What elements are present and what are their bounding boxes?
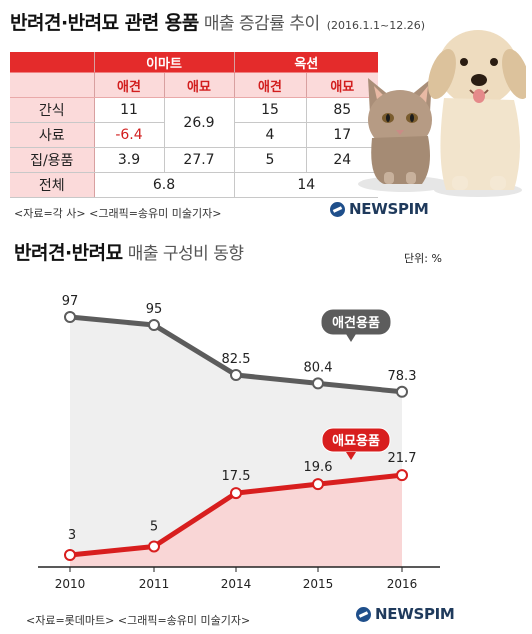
x-tick-label: 2014 [221,577,252,591]
data-point [312,478,324,491]
cell-total-auction: 14 [234,172,379,198]
data-point [230,487,242,500]
table-corner-cell [10,52,95,73]
newspim-logo-icon [330,201,345,217]
subheader-auction-dog: 애견 [234,72,307,98]
group-header-emart: 이마트 [94,52,235,73]
cell-emart-dog: -6.4 [94,122,165,148]
table-row: 사료 -6.4 4 17 [10,122,379,148]
cell-total-emart: 6.8 [94,172,235,198]
newspim-logo: NEWSPIM [330,200,429,218]
data-label: 95 [146,302,163,317]
table-corner-cell [10,72,95,98]
table-row-total: 전체 6.8 14 [10,172,379,198]
chart-title-bold: 반려견·반려묘 [14,242,123,264]
cell-emart-cat: 27.7 [164,147,235,173]
data-label: 80.4 [304,360,333,375]
data-label: 21.7 [388,451,417,466]
data-point [312,377,324,390]
legend-callout-pointer [346,334,356,342]
data-point [148,319,160,331]
chart-title-light: 매출 구성비 동향 [127,244,244,264]
data-point [396,385,408,398]
newspim-logo-text: NEWSPIM [349,200,429,218]
x-tick-label: 2015 [303,577,334,591]
data-label: 82.5 [222,352,251,367]
data-label: 78.3 [388,369,417,384]
subheader-auction-cat: 애묘 [306,72,379,98]
cell-auction-cat: 85 [306,97,379,123]
data-point [230,369,242,381]
cell-emart-dog: 11 [94,97,165,123]
data-point [148,540,160,553]
cell-emart-cat-merged: 26.9 [164,97,235,148]
chart-unit: 단위: % [404,252,442,265]
newspim-logo-icon [356,606,371,622]
cell-auction-cat: 24 [306,147,379,173]
row-label: 집/용품 [10,147,95,173]
data-label: 97 [62,294,79,309]
group-header-auction: 옥션 [234,52,379,73]
table-source: <자료=각 사> <그래픽=송유미 미술기자> [14,207,222,220]
cell-auction-dog: 15 [234,97,307,123]
chart-title: 반려견·반려묘 매출 구성비 동향 [14,238,244,265]
table-title-light: 매출 증감률 추이 [203,14,320,34]
x-tick-label: 2016 [387,577,418,591]
cell-auction-dog: 4 [234,122,307,148]
data-label: 5 [150,519,158,534]
legend-callout-pointer [346,452,356,460]
cell-emart-dog: 3.9 [94,147,165,173]
table-group-header-row: 이마트 옥션 [10,52,379,73]
row-label: 전체 [10,172,95,198]
row-label: 사료 [10,122,95,148]
table-subheader-row: 애견 애묘 애견 애묘 [10,72,379,98]
table-title-bold: 반려견·반려묘 관련 용품 [10,12,199,34]
data-point [64,311,76,323]
subheader-emart-cat: 애묘 [164,72,235,98]
table-row: 간식 11 26.9 15 85 [10,97,379,148]
subheader-emart-dog: 애견 [94,72,165,98]
data-point [396,469,408,482]
chart-source: <자료=롯데마트> <그래픽=송유미 미술기자> [26,614,251,627]
cat-and-dog-illustration [358,30,526,197]
newspim-logo: NEWSPIM [356,605,455,623]
series-area-1 [70,475,402,567]
table-row: 집/용품 3.9 27.7 5 24 [10,147,379,173]
data-label: 17.5 [222,469,251,484]
cell-auction-dog: 5 [234,147,307,173]
x-tick-label: 2010 [55,577,86,591]
cell-auction-cat: 17 [306,122,379,148]
x-tick-label: 2011 [139,577,170,591]
data-label: 19.6 [304,460,333,475]
data-label: 3 [68,528,76,543]
legend-label: 애묘용품 [332,433,380,449]
row-label: 간식 [10,97,95,123]
sales-growth-table: 이마트 옥션 애견 애묘 애견 애묘 간식 11 26.9 15 85 사료 -… [10,52,379,198]
newspim-logo-text: NEWSPIM [375,605,455,623]
legend-label: 애견용품 [332,315,380,331]
data-point [64,549,76,561]
table-period: (2016.1.1~12.26) [326,19,426,32]
table-title: 반려견·반려묘 관련 용품 매출 증감률 추이 (2016.1.1~12.26) [10,8,425,35]
sales-share-line-chart: 2010 2011 2014 2015 2016 97 95 82.5 80.4 78.3 3 5 17… [38,294,440,591]
